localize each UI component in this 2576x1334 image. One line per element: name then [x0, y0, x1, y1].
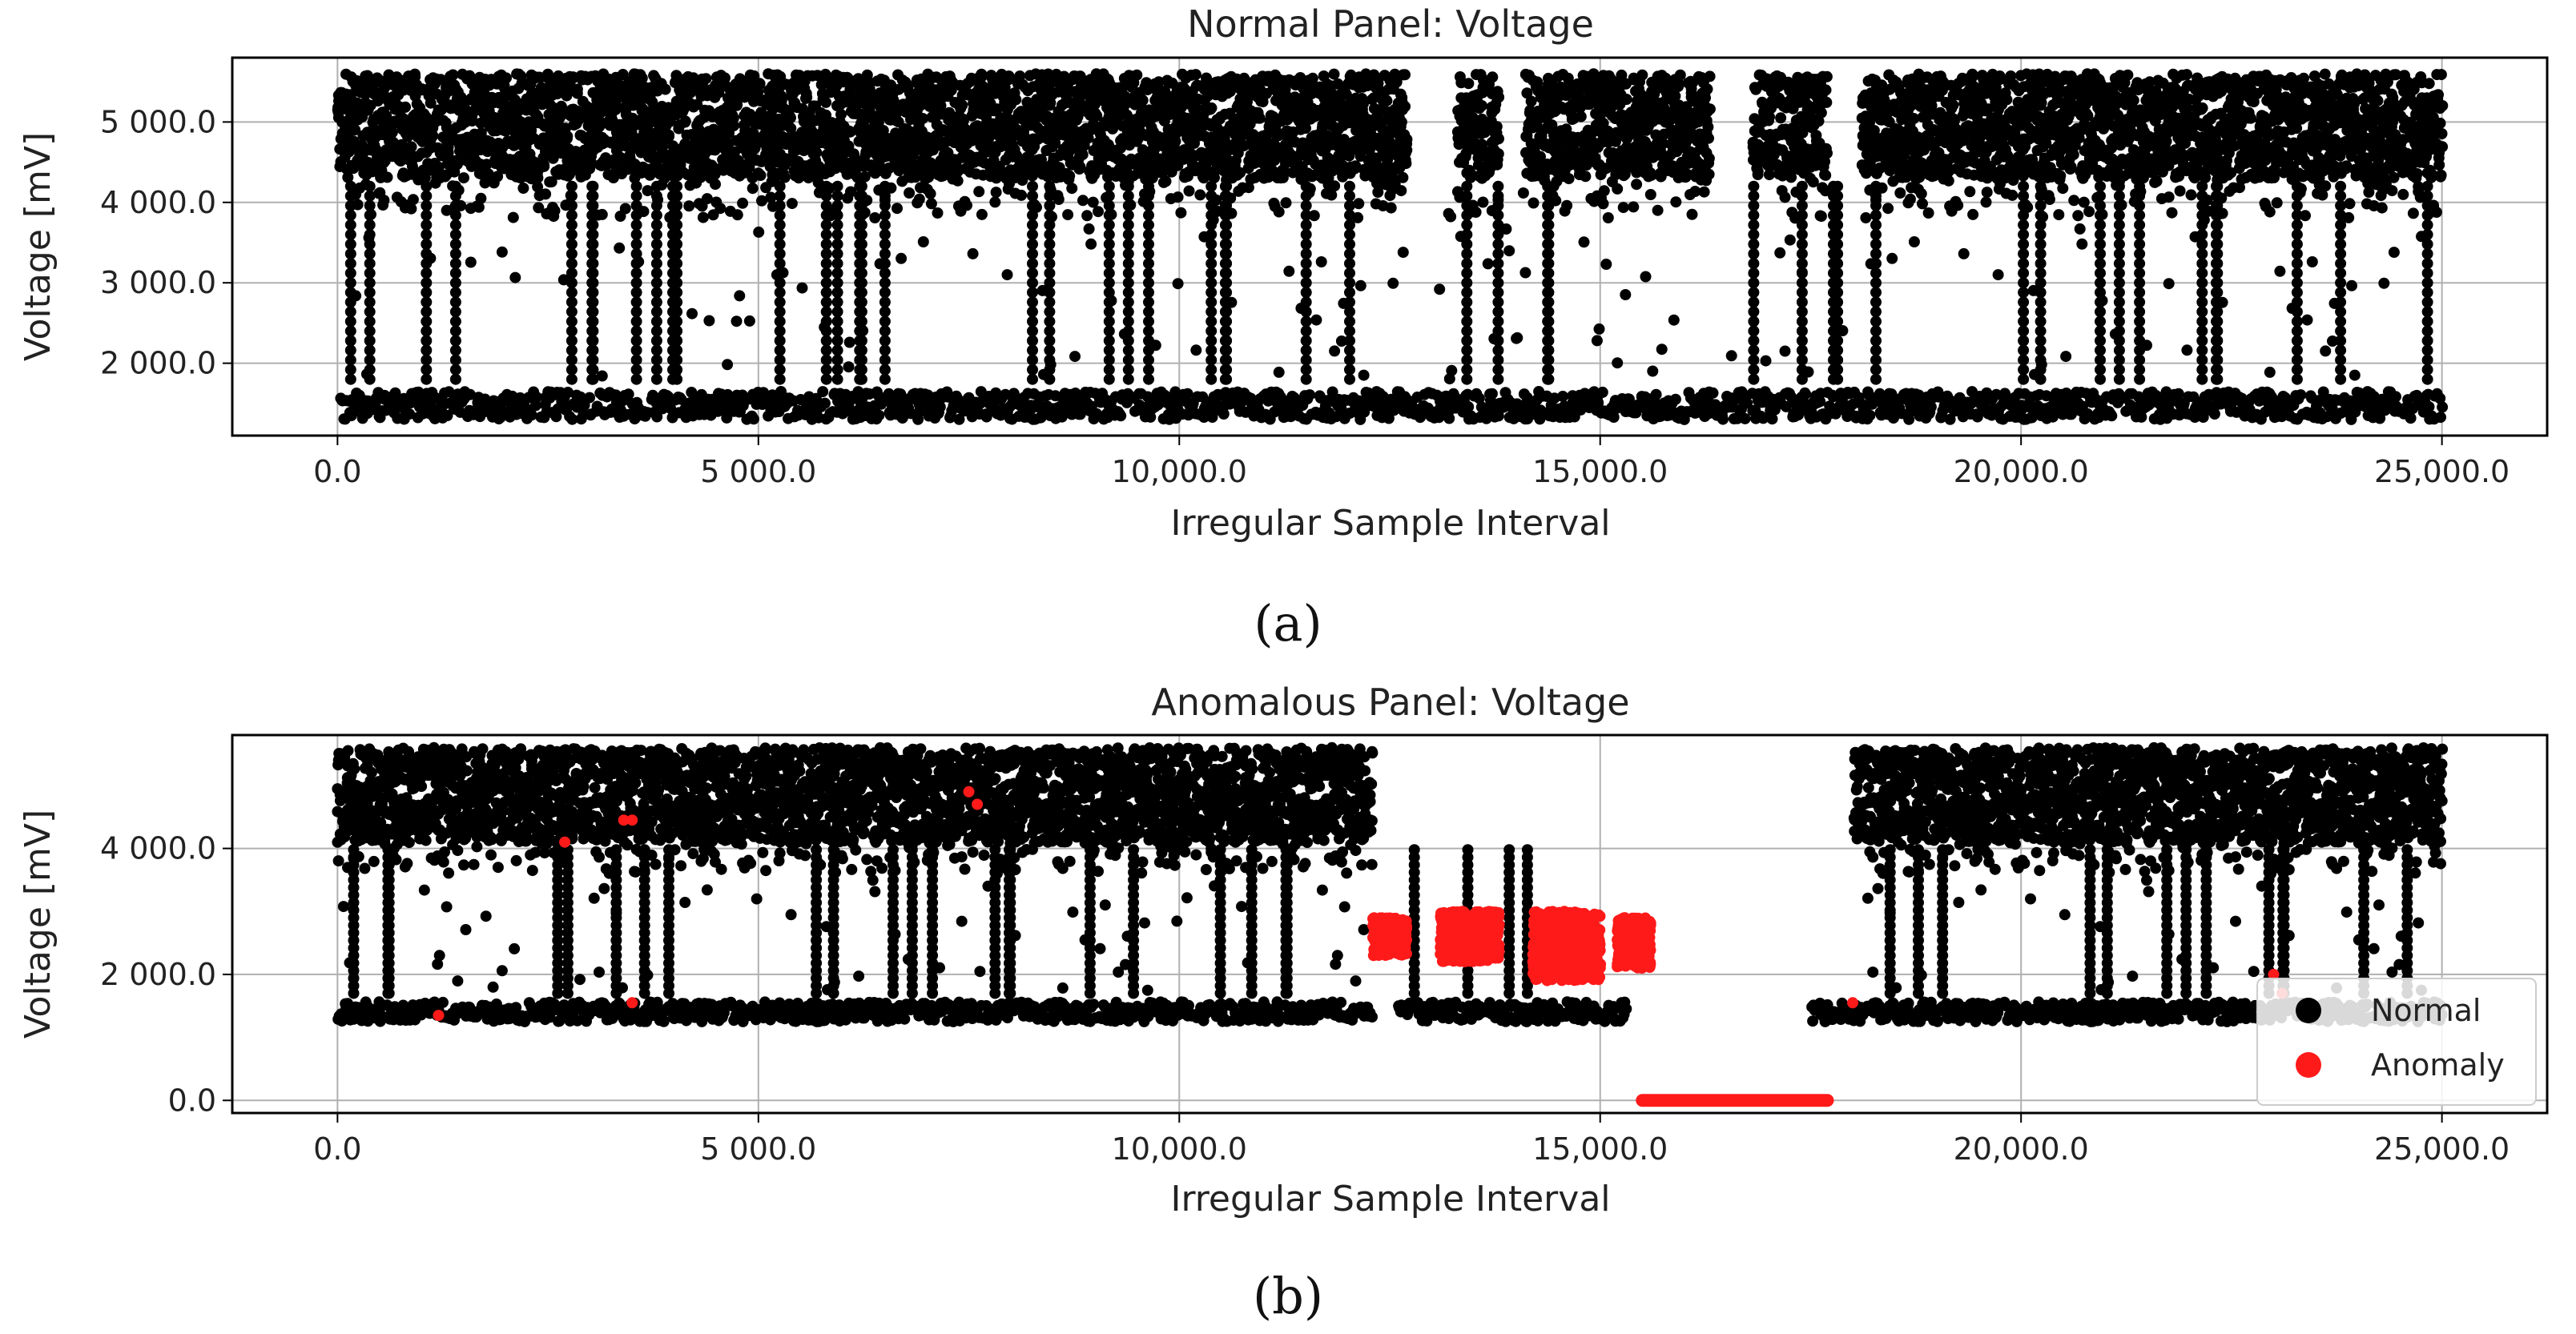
x-tick-label: 0.0 [313, 1131, 361, 1167]
y-tick-label: 0.0 [168, 1083, 216, 1118]
x-tick-label: 15,000.0 [1532, 1131, 1668, 1167]
x-tick-label: 20,000.0 [1954, 454, 2089, 489]
panel-b: Anomalous Panel: Voltage 0.0 5 000.0 10,00… [18, 681, 2549, 1325]
panel-a-x-label: Irregular Sample Interval [1170, 503, 1610, 544]
legend: Normal Anomaly [2256, 978, 2537, 1106]
legend-normal-label: Normal [2371, 993, 2481, 1028]
panel-a-points [332, 68, 2449, 425]
panel-b-x-ticks: 0.0 5 000.0 10,000.0 15,000.0 20,000.0 25,000… [313, 1113, 2510, 1167]
x-tick-label: 0.0 [313, 454, 361, 489]
x-tick-label: 25,000.0 [2374, 454, 2510, 489]
x-tick-label: 20,000.0 [1954, 1131, 2089, 1167]
normal-series-points [332, 741, 2449, 1027]
y-tick-label: 2 000.0 [100, 957, 216, 992]
legend-box [2256, 978, 2537, 1106]
panel-b-x-label: Irregular Sample Interval [1170, 1179, 1610, 1219]
x-tick-label: 25,000.0 [2374, 1131, 2510, 1167]
x-tick-label: 15,000.0 [1532, 454, 1668, 489]
panel-a: Normal Panel: Voltage 0.0 5 000.0 10,000.0… [18, 2, 2549, 653]
y-tick-label: 5 000.0 [100, 104, 216, 139]
panel-a-y-ticks: 2 000.0 3 000.0 4 000.0 5 000.0 [100, 104, 232, 381]
y-tick-label: 2 000.0 [100, 346, 216, 381]
panel-a-caption: (a) [1254, 594, 1322, 653]
panel-a-title: Normal Panel: Voltage [1187, 2, 1594, 46]
x-tick-label: 10,000.0 [1112, 454, 1247, 489]
panel-b-points [332, 741, 2449, 1107]
legend-anomaly-label: Anomaly [2371, 1047, 2505, 1083]
y-tick-label: 4 000.0 [100, 185, 216, 220]
panel-b-y-ticks: 0.0 2 000.0 4 000.0 [100, 831, 232, 1118]
x-tick-label: 5 000.0 [700, 454, 816, 489]
panel-a-y-label: Voltage [mV] [18, 132, 58, 361]
x-tick-label: 5 000.0 [700, 1131, 816, 1167]
x-tick-label: 10,000.0 [1112, 1131, 1247, 1167]
normal-series-points [332, 68, 2449, 425]
panel-a-x-ticks: 0.0 5 000.0 10,000.0 15,000.0 20,000.0 25,000… [313, 436, 2510, 489]
panel-b-y-label: Voltage [mV] [18, 810, 58, 1039]
legend-normal-marker [2296, 998, 2321, 1023]
panel-a-frame [231, 56, 2549, 437]
y-tick-label: 4 000.0 [100, 831, 216, 866]
panel-b-frame [231, 733, 2549, 1115]
y-tick-label: 3 000.0 [100, 265, 216, 300]
panel-b-caption: (b) [1253, 1267, 1323, 1325]
legend-anomaly-marker [2296, 1052, 2321, 1078]
panel-b-title: Anomalous Panel: Voltage [1151, 681, 1629, 724]
